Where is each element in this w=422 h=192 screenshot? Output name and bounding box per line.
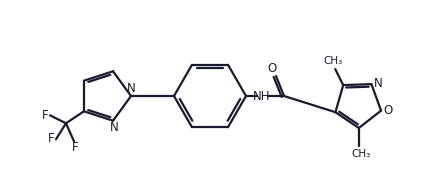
Text: N: N [127, 83, 135, 95]
Text: F: F [48, 132, 54, 145]
Text: NH: NH [253, 89, 271, 103]
Text: N: N [374, 77, 383, 90]
Text: O: O [384, 104, 393, 117]
Text: CH₃: CH₃ [324, 56, 343, 66]
Text: F: F [42, 109, 48, 122]
Text: N: N [110, 121, 119, 134]
Text: CH₃: CH₃ [351, 149, 371, 159]
Text: O: O [268, 63, 277, 75]
Text: F: F [72, 141, 78, 154]
